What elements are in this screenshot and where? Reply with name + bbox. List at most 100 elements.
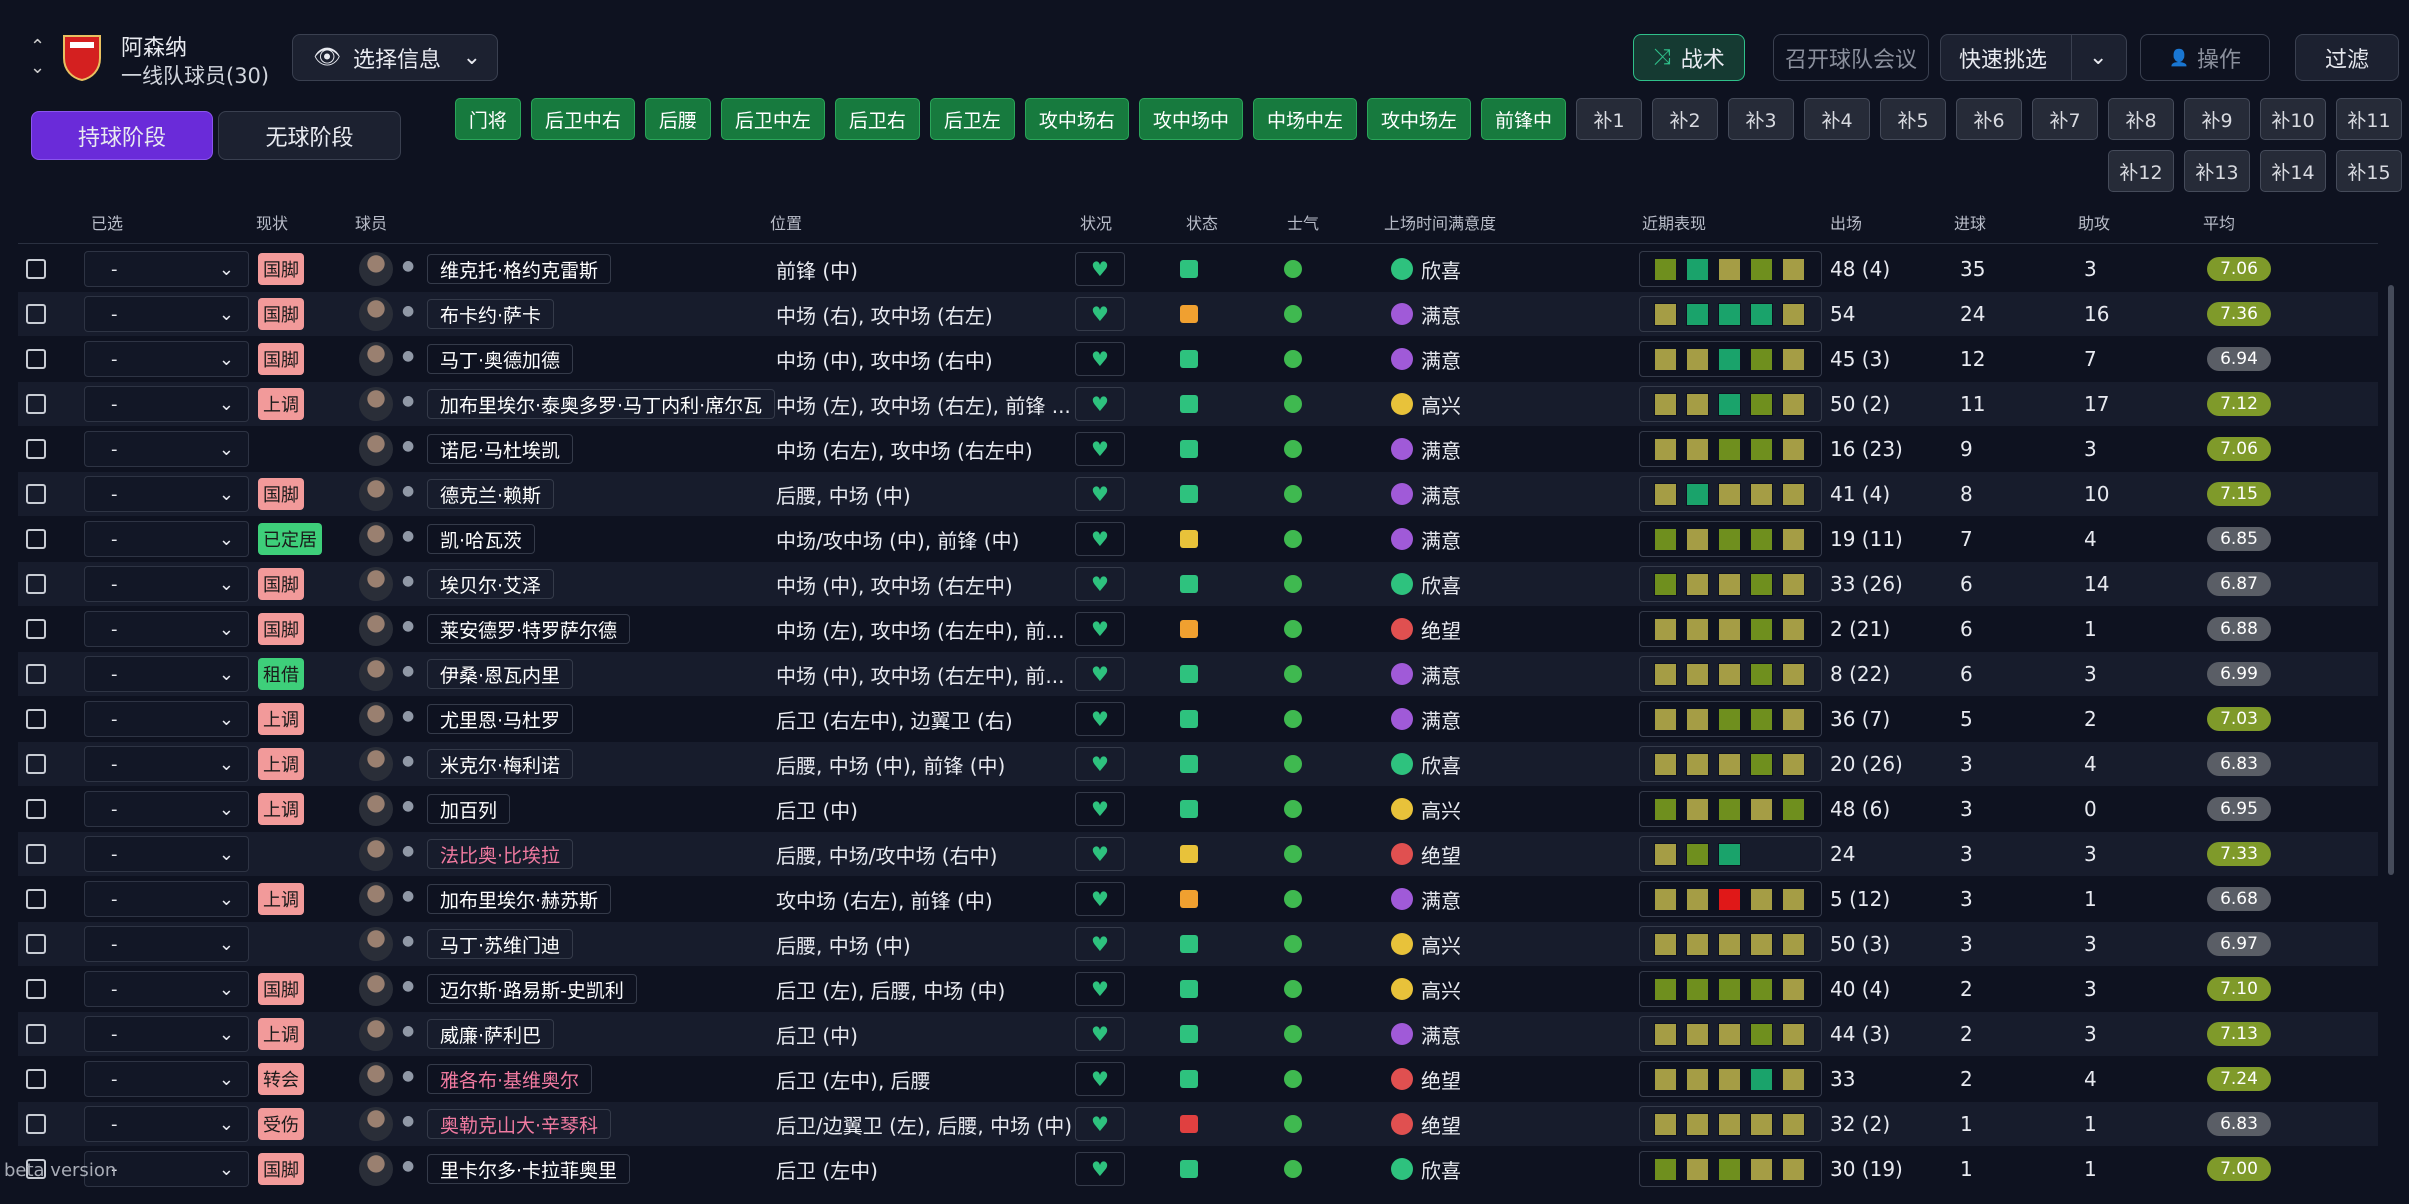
selection-dropdown[interactable]: - ⌄ — [84, 701, 249, 737]
player-name[interactable]: 凯·哈瓦茨 — [427, 524, 536, 554]
collapse-arrows[interactable]: ⌃ ⌄ — [30, 36, 46, 78]
position-button[interactable]: 后卫中左 — [720, 98, 825, 140]
checkbox[interactable] — [26, 1159, 46, 1179]
position-button[interactable]: 门将 — [454, 98, 521, 140]
selection-dropdown[interactable]: - ⌄ — [84, 566, 249, 602]
sub-button[interactable]: 补8 — [2108, 98, 2174, 140]
player-row[interactable]: - ⌄ 租借 ● 伊桑·恩瓦内里 中场 (中), 攻中场 (右左中), 前... ♥ 满意 8 … — [18, 652, 2378, 696]
player-name[interactable]: 雅各布·基维奥尔 — [427, 1064, 593, 1094]
checkbox[interactable] — [26, 664, 46, 684]
player-row[interactable]: - ⌄ 已定居 ● 凯·哈瓦茨 中场/攻中场 (中), 前锋 (中) ♥ 满意 19 (11) 7… — [18, 517, 2378, 561]
checkbox[interactable] — [26, 349, 46, 369]
scrollbar[interactable] — [2388, 285, 2394, 875]
column-header[interactable]: 已选 — [91, 214, 124, 233]
player-name[interactable]: 布卡约·萨卡 — [427, 299, 555, 329]
filter-button[interactable]: 过滤 — [2295, 34, 2399, 81]
selection-dropdown[interactable]: - ⌄ — [84, 1106, 249, 1142]
sub-button[interactable]: 补2 — [1652, 98, 1718, 140]
sub-button[interactable]: 补13 — [2184, 150, 2250, 192]
player-row[interactable]: - ⌄ ● 法比奥·比埃拉 后腰, 中场/攻中场 (右中) ♥ 绝望 24 3 3 7.33 — [18, 832, 2378, 876]
player-name[interactable]: 威廉·萨利巴 — [427, 1019, 555, 1049]
out-of-possession-tab[interactable]: 无球阶段 — [218, 111, 401, 160]
checkbox[interactable] — [26, 754, 46, 774]
player-name[interactable]: 德克兰·赖斯 — [427, 479, 555, 509]
player-name[interactable]: 尤里恩·马杜罗 — [427, 704, 574, 734]
player-row[interactable]: - ⌄ 上调 ● 加布里埃尔·泰奥多罗·马丁内利·席尔瓦 中场 (左), 攻中场 (右左)… — [18, 382, 2378, 426]
player-name[interactable]: 埃贝尔·艾泽 — [427, 569, 555, 599]
actions-button[interactable]: 👤 操作 — [2140, 34, 2270, 81]
checkbox[interactable] — [26, 1024, 46, 1044]
position-button[interactable]: 后卫右 — [834, 98, 920, 140]
column-header[interactable]: 位置 — [770, 214, 803, 233]
sub-button[interactable]: 补11 — [2336, 98, 2402, 140]
player-row[interactable]: - ⌄ ● 诺尼·马杜埃凯 中场 (右左), 攻中场 (右左中) ♥ 满意 16 (23) 9 3… — [18, 427, 2378, 471]
selection-dropdown[interactable]: - ⌄ — [84, 1151, 249, 1187]
checkbox[interactable] — [26, 934, 46, 954]
player-row[interactable]: - ⌄ 国脚 ● 布卡约·萨卡 中场 (右), 攻中场 (右左) ♥ 满意 54 24 16 7.36 — [18, 292, 2378, 336]
checkbox[interactable] — [26, 439, 46, 459]
selection-dropdown[interactable]: - ⌄ — [84, 251, 249, 287]
player-name[interactable]: 诺尼·马杜埃凯 — [427, 434, 574, 464]
player-name[interactable]: 马丁·苏维门迪 — [427, 929, 574, 959]
sub-button[interactable]: 补1 — [1576, 98, 1642, 140]
selection-dropdown[interactable]: - ⌄ — [84, 296, 249, 332]
selection-dropdown[interactable]: - ⌄ — [84, 341, 249, 377]
sub-button[interactable]: 补3 — [1728, 98, 1794, 140]
column-header[interactable]: 状况 — [1080, 214, 1113, 233]
selection-dropdown[interactable]: - ⌄ — [84, 1061, 249, 1097]
player-name[interactable]: 加布里埃尔·赫苏斯 — [427, 884, 612, 914]
team-meeting-button[interactable]: 召开球队会议 — [1773, 34, 1929, 81]
player-row[interactable]: - ⌄ 受伤 ● 奥勒克山大·辛琴科 后卫/边翼卫 (左), 后腰, 中场 (中) ♥ 绝望 3… — [18, 1102, 2378, 1146]
player-row[interactable]: - ⌄ ● 马丁·苏维门迪 后腰, 中场 (中) ♥ 高兴 50 (3) 3 3 6.97 — [18, 922, 2378, 966]
position-button[interactable]: 后卫中右 — [530, 98, 635, 140]
checkbox[interactable] — [26, 484, 46, 504]
position-button[interactable]: 后腰 — [644, 98, 711, 140]
player-row[interactable]: - ⌄ 上调 ● 加百列 后卫 (中) ♥ 高兴 48 (6) 3 0 6.95 — [18, 787, 2378, 831]
sub-button[interactable]: 补6 — [1956, 98, 2022, 140]
checkbox[interactable] — [26, 799, 46, 819]
column-header[interactable]: 士气 — [1287, 214, 1320, 233]
position-button[interactable]: 中场中左 — [1252, 98, 1357, 140]
sub-button[interactable]: 补9 — [2184, 98, 2250, 140]
sub-button[interactable]: 补5 — [1880, 98, 1946, 140]
selection-dropdown[interactable]: - ⌄ — [84, 656, 249, 692]
tactics-button[interactable]: ⤨ 战术 — [1633, 34, 1745, 81]
select-info[interactable]: 👁 选择信息 ⌄ — [292, 34, 498, 81]
column-header[interactable]: 出场 — [1830, 214, 1863, 233]
selection-dropdown[interactable]: - ⌄ — [84, 476, 249, 512]
selection-dropdown[interactable]: - ⌄ — [84, 1016, 249, 1052]
checkbox[interactable] — [26, 529, 46, 549]
player-name[interactable]: 莱安德罗·特罗萨尔德 — [427, 614, 631, 644]
checkbox[interactable] — [26, 889, 46, 909]
selection-dropdown[interactable]: - ⌄ — [84, 926, 249, 962]
column-header[interactable]: 现状 — [256, 214, 289, 233]
selection-dropdown[interactable]: - ⌄ — [84, 836, 249, 872]
checkbox[interactable] — [26, 1069, 46, 1089]
player-row[interactable]: - ⌄ 上调 ● 加布里埃尔·赫苏斯 攻中场 (右左), 前锋 (中) ♥ 满意 5 (12) 3… — [18, 877, 2378, 921]
sub-button[interactable]: 补15 — [2336, 150, 2402, 192]
selection-dropdown[interactable]: - ⌄ — [84, 791, 249, 827]
player-row[interactable]: - ⌄ 国脚 ● 维克托·格约克雷斯 前锋 (中) ♥ 欣喜 48 (4) 35 3 7.06 — [18, 247, 2378, 291]
checkbox[interactable] — [26, 709, 46, 729]
player-name[interactable]: 奥勒克山大·辛琴科 — [427, 1109, 612, 1139]
sub-button[interactable]: 补10 — [2260, 98, 2326, 140]
column-header[interactable]: 球员 — [355, 214, 388, 233]
player-row[interactable]: - ⌄ 国脚 ● 迈尔斯·路易斯-史凯利 后卫 (左), 后腰, 中场 (中) ♥ 高兴 40 … — [18, 967, 2378, 1011]
column-header[interactable]: 上场时间满意度 — [1384, 214, 1497, 233]
sub-button[interactable]: 补7 — [2032, 98, 2098, 140]
selection-dropdown[interactable]: - ⌄ — [84, 611, 249, 647]
player-name[interactable]: 法比奥·比埃拉 — [427, 839, 574, 869]
player-name[interactable]: 迈尔斯·路易斯-史凯利 — [427, 974, 637, 1004]
player-name[interactable]: 加布里埃尔·泰奥多罗·马丁内利·席尔瓦 — [427, 389, 776, 419]
player-row[interactable]: - ⌄ 国脚 ● 埃贝尔·艾泽 中场 (中), 攻中场 (右左中) ♥ 欣喜 33 (26) 6 1… — [18, 562, 2378, 606]
player-name[interactable]: 维克托·格约克雷斯 — [427, 254, 612, 284]
player-row[interactable]: - ⌄ 上调 ● 米克尔·梅利诺 后腰, 中场 (中), 前锋 (中) ♥ 欣喜 20 (26)… — [18, 742, 2378, 786]
position-button[interactable]: 攻中场中 — [1138, 98, 1243, 140]
checkbox[interactable] — [26, 304, 46, 324]
player-name[interactable]: 里卡尔多·卡拉菲奥里 — [427, 1154, 631, 1184]
player-row[interactable]: - ⌄ 国脚 ● 里卡尔多·卡拉菲奥里 后卫 (左中) ♥ 欣喜 30 (19) 1 1 7.00 — [18, 1147, 2378, 1191]
selection-dropdown[interactable]: - ⌄ — [84, 431, 249, 467]
selection-dropdown[interactable]: - ⌄ — [84, 746, 249, 782]
selection-dropdown[interactable]: - ⌄ — [84, 971, 249, 1007]
player-row[interactable]: - ⌄ 国脚 ● 马丁·奥德加德 中场 (中), 攻中场 (右中) ♥ 满意 45 (3) 12 7… — [18, 337, 2378, 381]
